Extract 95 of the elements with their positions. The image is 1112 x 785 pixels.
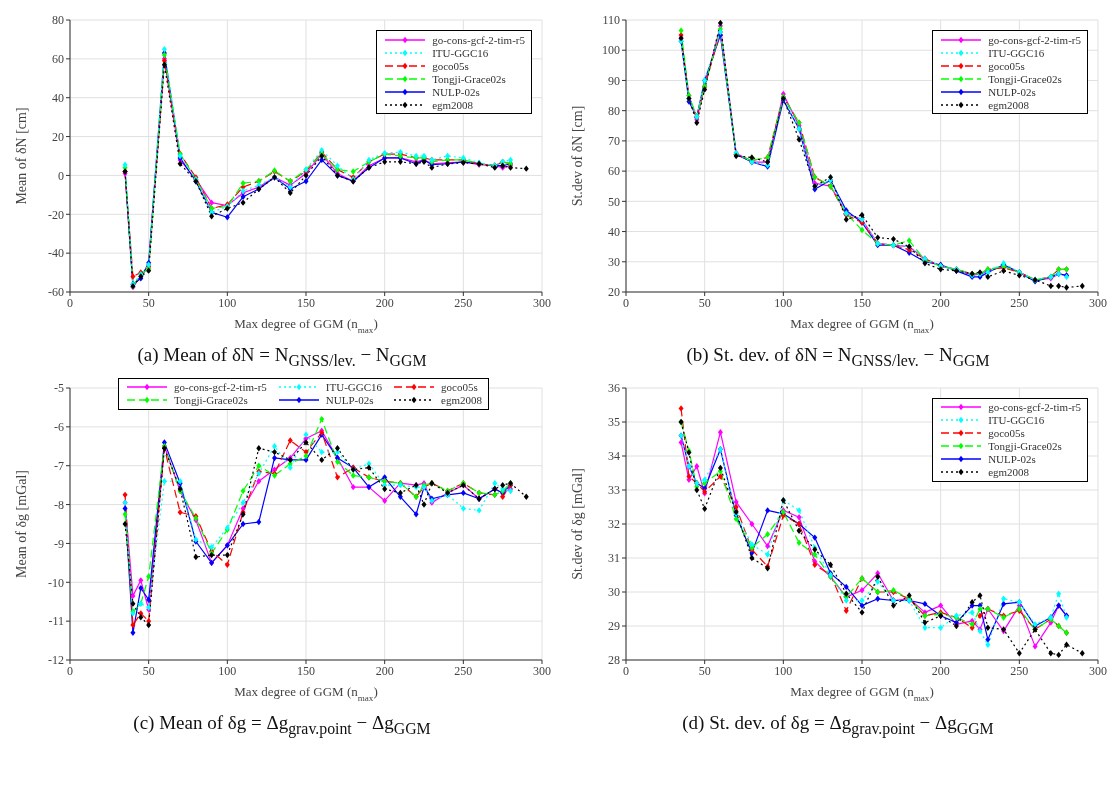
x-tick-label: 250 <box>454 295 473 310</box>
y-tick-label: -5 <box>54 381 64 396</box>
y-tick-label: 32 <box>608 517 620 532</box>
y-tick-label: 20 <box>52 129 64 144</box>
y-tick-label: 29 <box>608 619 620 634</box>
y-tick-label: 28 <box>608 653 620 668</box>
y-tick-label: 33 <box>608 483 620 498</box>
text: (d) St. dev. of δg = Δg$_{grav.point}$ − Δg$_{GGM}$ <box>682 711 994 738</box>
legend-label: Tongji-Grace02s <box>988 440 1062 453</box>
y-tick-label: -9 <box>54 536 64 551</box>
y-axis-title: St.dev of δN [cm] <box>570 105 585 207</box>
legend-label: ITU-GGC16 <box>432 46 489 59</box>
y-tick-label: 40 <box>52 90 64 105</box>
y-tick-label: -12 <box>48 653 64 668</box>
y-tick-label: 36 <box>608 381 620 396</box>
legend-label: ITU-GGC16 <box>325 381 383 394</box>
x-tick-label: 200 <box>375 295 394 310</box>
x-tick-label: 100 <box>774 663 793 678</box>
y-tick-label: 30 <box>608 585 620 600</box>
legend-label: NULP-02s <box>988 453 1036 466</box>
x-tick-label: 50 <box>698 295 711 310</box>
y-tick-label: 60 <box>52 52 64 67</box>
x-tick-label: 50 <box>142 295 155 310</box>
y-tick-label: 110 <box>602 13 620 28</box>
x-tick-label: 250 <box>1010 295 1029 310</box>
x-tick-label: 100 <box>218 295 237 310</box>
y-tick-label: 31 <box>608 551 620 566</box>
legend-label: go-cons-gcf-2-tim-r5 <box>432 33 525 46</box>
legend-label: goco05s <box>441 381 478 394</box>
legend-label: egm2008 <box>441 394 483 407</box>
x-tick-label: 250 <box>454 663 473 678</box>
legend-label: Tongji-Grace02s <box>174 394 248 407</box>
legend-label: Tongji-Grace02s <box>432 72 506 85</box>
legend-label: goco05s <box>988 59 1025 72</box>
y-tick-label: -8 <box>54 497 64 512</box>
y-tick-label: 34 <box>608 449 620 464</box>
y-tick-label: 70 <box>608 134 620 149</box>
x-axis-title: Max degree of GGM (n$_{max}$) <box>234 683 378 703</box>
x-tick-label: 200 <box>375 663 394 678</box>
y-tick-label: 20 <box>608 285 620 300</box>
legend-label: NULP-02s <box>325 394 374 407</box>
x-tick-label: 250 <box>1010 663 1029 678</box>
x-axis-title: Max degree of GGM (n$_{max}$) <box>790 683 934 703</box>
text: (b) St. dev. of δN = N$_{GNSS/lev.}$ − N$_{GGM}$ <box>686 344 990 370</box>
x-tick-label: 50 <box>142 663 155 678</box>
y-tick-label: -10 <box>48 575 64 590</box>
legend-label: go-cons-gcf-2-tim-r5 <box>988 401 1081 414</box>
y-tick-label: 90 <box>608 73 620 88</box>
x-tick-label: 100 <box>774 295 793 310</box>
legend-label: go-cons-gcf-2-tim-r5 <box>174 381 267 394</box>
x-tick-label: 150 <box>853 663 871 678</box>
x-tick-label: 100 <box>218 663 237 678</box>
x-tick-label: 150 <box>853 295 871 310</box>
x-tick-label: 200 <box>931 663 950 678</box>
legend-label: NULP-02s <box>432 85 480 98</box>
y-tick-label: -20 <box>48 207 64 222</box>
x-tick-label: 300 <box>1089 663 1107 678</box>
y-axis-title: Mean of δg [mGal] <box>14 469 29 578</box>
y-tick-label: 35 <box>608 415 620 430</box>
x-tick-label: 150 <box>297 663 315 678</box>
y-axis-title: St.dev of δg [mGal] <box>570 468 585 580</box>
y-tick-label: -60 <box>48 285 64 300</box>
y-tick-label: 0 <box>58 168 64 183</box>
x-tick-label: 200 <box>931 295 950 310</box>
x-tick-label: 300 <box>533 663 551 678</box>
legend-label: Tongji-Grace02s <box>988 72 1062 85</box>
x-tick-label: 300 <box>1089 295 1107 310</box>
legend-label: ITU-GGC16 <box>988 414 1045 427</box>
x-axis-title: Max degree of GGM (n$_{max}$) <box>790 316 934 335</box>
legend-label: goco05s <box>432 59 469 72</box>
y-tick-label: 40 <box>608 224 620 239</box>
legend-label: egm2008 <box>988 98 1030 111</box>
y-tick-label: -7 <box>54 458 64 473</box>
y-tick-label: 80 <box>52 13 64 28</box>
y-tick-label: -11 <box>48 614 64 629</box>
y-tick-label: 50 <box>608 194 620 209</box>
y-axis-title: Mean of δN [cm] <box>14 107 29 205</box>
legend-label: go-cons-gcf-2-tim-r5 <box>988 33 1081 46</box>
x-tick-label: 300 <box>533 295 551 310</box>
legend-label: NULP-02s <box>988 85 1036 98</box>
y-tick-label: 100 <box>602 43 620 58</box>
text: (c) Mean of δg = Δg$_{grav.point}$ − Δg$_{GGM}$ <box>133 711 431 738</box>
y-tick-label: 80 <box>608 103 620 118</box>
y-tick-label: 30 <box>608 255 620 270</box>
text: (a) Mean of δN = N$_{GNSS/lev.}$ − N$_{GGM}$ <box>137 344 427 370</box>
legend-label: ITU-GGC16 <box>988 46 1045 59</box>
x-tick-label: 50 <box>698 663 711 678</box>
x-tick-label: 150 <box>297 295 315 310</box>
legend-label: goco05s <box>988 427 1025 440</box>
y-tick-label: -6 <box>54 419 64 434</box>
legend-label: egm2008 <box>432 98 474 111</box>
legend-label: egm2008 <box>988 466 1030 479</box>
y-tick-label: 60 <box>608 164 620 179</box>
y-tick-label: -40 <box>48 246 64 261</box>
x-axis-title: Max degree of GGM (n$_{max}$) <box>234 316 378 335</box>
